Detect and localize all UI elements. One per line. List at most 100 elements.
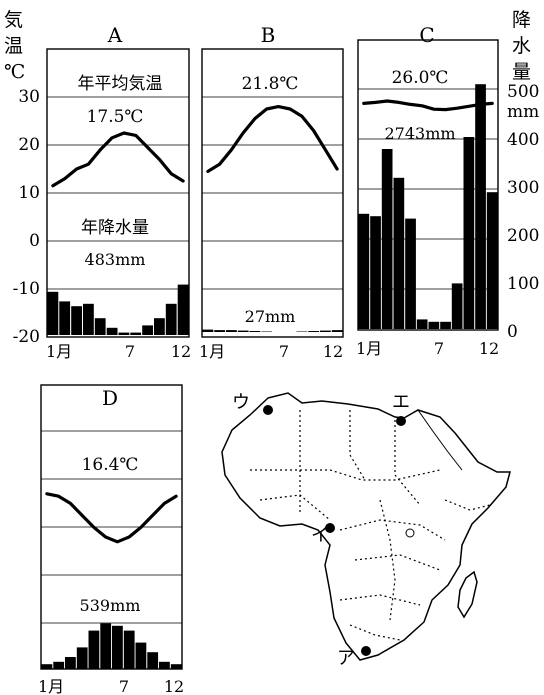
chart-b-precip-bar-1	[202, 329, 214, 332]
chart-b-temperature-line	[206, 104, 339, 173]
chart-d-precip-bar-10	[147, 652, 159, 669]
left-tick-10: 10	[18, 183, 40, 203]
right-tick-400: 400	[507, 130, 539, 150]
right-tick-0: 0	[507, 322, 518, 342]
chart-c-title: C	[419, 23, 434, 47]
chart-a-precip-bar-1	[47, 291, 59, 335]
chart-a-avg-temp-label: 年平均気温	[78, 74, 163, 94]
right-tick-200: 200	[507, 226, 539, 246]
chart-d-precip-bar-2	[53, 661, 65, 669]
chart-a-precip: 483mm	[85, 250, 146, 269]
marker-a-dot	[361, 646, 371, 656]
chart-d-xtick-7: 7	[119, 677, 129, 695]
chart-b-precip-bar-6	[261, 331, 273, 332]
chart-c-xtick-12: 12	[479, 339, 499, 358]
right-tick-100: 100	[507, 274, 539, 294]
chart-b-precip-bar-9	[296, 331, 308, 332]
chart-d-precip-bar-4	[76, 647, 88, 669]
chart-d-avg-temp: 16.4℃	[82, 455, 139, 475]
right-axis-title-1: 降	[512, 9, 531, 31]
chart-a-temperature-line	[51, 131, 185, 188]
right-tick-labels: 500 mm 400 300 200 100 0	[507, 82, 539, 342]
chart-d-precip-bar-8	[123, 630, 135, 669]
chart-c-precip-bar-6	[416, 319, 428, 329]
marker-i-label: イ	[311, 525, 329, 546]
chart-c-precip-bar-7	[428, 321, 440, 329]
chart-c-precip-bar-12	[486, 192, 498, 329]
chart-d-precip-bar-3	[65, 657, 76, 669]
left-tick-0: 0	[29, 231, 40, 251]
chart-c-precip-bar-5	[405, 218, 416, 329]
left-tick-minus10: -10	[13, 279, 40, 299]
chart-d-title: D	[102, 386, 118, 410]
chart-b-precip-bar-12	[331, 330, 343, 332]
chart-c-avg-temp: 26.0℃	[392, 68, 449, 88]
chart-a-precip-bar-6	[106, 327, 118, 335]
chart-b-precip-bar-4	[237, 330, 249, 332]
chart-b-precip: 27mm	[245, 307, 296, 326]
chart-c-precip: 2743mm	[384, 124, 455, 143]
chart-b-xtick-7: 7	[279, 342, 289, 361]
africa-map	[221, 392, 511, 661]
chart-a-title: A	[107, 23, 123, 47]
chart-a-precip-label: 年降水量	[81, 218, 149, 238]
chart-b-xtick-12: 12	[323, 342, 343, 361]
right-axis-title-2: 水	[512, 35, 531, 57]
chart-a-precip-bar-7	[118, 332, 130, 335]
left-axis-title-1: 気	[4, 9, 23, 31]
chart-b-precip-bar-5	[249, 331, 261, 332]
chart-a-xtick-12: 12	[171, 342, 191, 361]
chart-a-precip-bar-11	[165, 303, 177, 335]
chart-c-precip-bar-9	[451, 283, 463, 329]
chart-d-xtick-1: 1月	[38, 677, 64, 695]
chart-a-xtick-1: 1月	[46, 342, 72, 361]
chart-d-precip-bar-12	[170, 664, 182, 669]
chart-b-precip-bar-3	[226, 330, 237, 332]
chart-panel-d: D 16.4℃ 539mm 1月 7 12	[38, 384, 184, 695]
chart-c-precip-bar-4	[393, 177, 405, 329]
chart-a-precip-bar-10	[154, 318, 165, 335]
left-tick-minus20: -20	[13, 327, 40, 347]
chart-a-avg-temp: 17.5℃	[87, 107, 144, 127]
chart-a-precip-bar-5	[94, 318, 106, 335]
marker-i-dot	[325, 523, 335, 533]
chart-panel-c: C 26.0℃ 2743mm 1月 7 12	[356, 23, 499, 358]
chart-c-precip-bar-11	[475, 84, 486, 329]
chart-c-precip-bar-3	[381, 149, 393, 329]
chart-c-xtick-1: 1月	[356, 339, 382, 358]
chart-panel-b: B 21.8℃ 27mm 1月 7 12	[199, 23, 344, 361]
chart-d-precip: 539mm	[80, 596, 141, 615]
right-axis-unit: mm	[507, 102, 539, 122]
right-tick-300: 300	[507, 178, 539, 198]
chart-b-xtick-1: 1月	[199, 342, 225, 361]
chart-d-precip-bar-11	[159, 661, 170, 669]
chart-d-precip-bar-1	[41, 664, 53, 669]
right-tick-500: 500	[507, 82, 539, 102]
right-axis-title-3: 量	[512, 61, 531, 83]
africa-outline	[221, 392, 511, 661]
chart-d-precip-bar-6	[100, 623, 112, 669]
madagascar	[457, 570, 478, 619]
marker-e-label: エ	[392, 392, 410, 413]
chart-a-precip-bar-8	[130, 332, 142, 335]
chart-c-precip-bar-8	[440, 321, 451, 329]
red-sea	[417, 409, 463, 471]
chart-c-temperature-line	[362, 99, 494, 112]
chart-d-precip-bar-5	[88, 630, 100, 669]
chart-c-precip-bar-1	[358, 213, 370, 329]
chart-b-precip-bar-10	[308, 331, 320, 332]
marker-e-dot	[396, 416, 406, 426]
marker-u-label: ウ	[232, 392, 250, 413]
chart-c-xtick-7: 7	[434, 339, 444, 358]
chart-c-precip-bar-2	[370, 216, 381, 329]
chart-b-avg-temp: 21.8℃	[242, 74, 299, 94]
chart-a-xtick-7: 7	[125, 342, 135, 361]
left-tick-20: 20	[18, 135, 40, 155]
chart-a-precip-bar-3	[71, 306, 82, 335]
borders	[250, 410, 491, 641]
chart-d-precip-bar-7	[112, 625, 123, 669]
chart-a-precip-bar-2	[59, 301, 71, 335]
chart-c-frame	[357, 39, 499, 331]
chart-panel-a: A 年平均気温 17.5℃ 年降水量 483mm 1月 7 12	[46, 23, 191, 361]
